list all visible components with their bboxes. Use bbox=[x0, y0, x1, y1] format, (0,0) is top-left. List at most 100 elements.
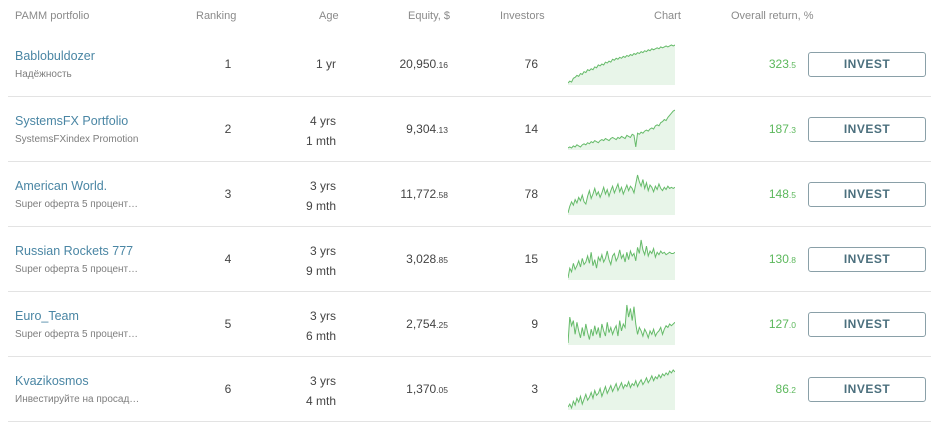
invest-button[interactable]: INVEST bbox=[808, 182, 926, 207]
return-decimal: .5 bbox=[788, 190, 796, 200]
portfolio-description: SystemsFXindex Promotion bbox=[15, 134, 139, 145]
age-line-2: 9 mth bbox=[305, 199, 336, 213]
portfolio-description: Super оферта 5 процентов в неделю bbox=[15, 199, 140, 210]
age-line-2: 1 mth bbox=[305, 134, 336, 148]
equity-decimal: .58 bbox=[436, 190, 448, 200]
equity-decimal: .85 bbox=[436, 255, 448, 265]
return-decimal: .3 bbox=[788, 125, 796, 135]
equity-integer: 11,772 bbox=[400, 187, 437, 201]
invest-button[interactable]: INVEST bbox=[808, 247, 926, 272]
age-line-2: 6 mth bbox=[305, 329, 336, 343]
sparkline-line bbox=[568, 109, 675, 149]
equity-decimal: .05 bbox=[436, 385, 448, 395]
table-row: Bablobuldozer Надёжность 1 1 yr 20,950.16 76 3… bbox=[8, 32, 931, 97]
sparkline-chart bbox=[568, 174, 675, 215]
invest-button[interactable]: INVEST bbox=[808, 117, 926, 142]
header-age[interactable]: Age bbox=[319, 10, 339, 22]
equity-value: 9,304.13 bbox=[406, 97, 448, 162]
return-integer: 86 bbox=[775, 382, 789, 396]
age-value: 4 yrs 1 mth bbox=[278, 111, 336, 151]
portfolio-description: Инвестируйте на просадках bbox=[15, 394, 140, 405]
sparkline-area bbox=[568, 370, 675, 410]
overall-return-value: 323.5 bbox=[769, 32, 796, 97]
portfolio-name-link[interactable]: Kvazikosmos bbox=[15, 374, 89, 388]
equity-value: 3,028.85 bbox=[406, 227, 448, 292]
sparkline-area bbox=[568, 240, 675, 280]
age-value: 3 yrs 4 mth bbox=[278, 371, 336, 411]
age-line-1: 3 yrs bbox=[309, 244, 336, 258]
sparkline-chart bbox=[568, 109, 675, 150]
sparkline-area bbox=[568, 175, 675, 215]
sparkline-chart bbox=[568, 369, 675, 410]
sparkline-area bbox=[568, 45, 675, 85]
equity-decimal: .13 bbox=[436, 125, 448, 135]
header-equity[interactable]: Equity, $ bbox=[408, 10, 450, 22]
sparkline-line bbox=[568, 239, 675, 279]
table-row: Euro_Team Super оферта 5 процентов в неде… bbox=[8, 292, 931, 357]
sparkline-line bbox=[568, 369, 675, 410]
table-row: Kvazikosmos Инвестируйте на просадках 6 3 y… bbox=[8, 357, 931, 422]
header-chart: Chart bbox=[654, 10, 681, 22]
portfolio-description: Super оферта 5 процентов в неделю bbox=[15, 264, 140, 275]
age-line-1: 4 yrs bbox=[309, 114, 336, 128]
invest-button[interactable]: INVEST bbox=[808, 312, 926, 337]
investors-count: 9 bbox=[531, 317, 538, 331]
invest-button[interactable]: INVEST bbox=[808, 52, 926, 77]
sparkline-chart bbox=[568, 239, 675, 280]
return-integer: 187 bbox=[768, 122, 789, 136]
header-overall-return[interactable]: Overall return, % bbox=[731, 10, 814, 22]
sparkline-area bbox=[568, 110, 675, 150]
equity-integer: 1,370 bbox=[406, 382, 437, 396]
sparkline-area bbox=[568, 305, 675, 345]
equity-integer: 2,754 bbox=[406, 317, 437, 331]
portfolio-table: Bablobuldozer Надёжность 1 1 yr 20,950.16 76 3… bbox=[8, 32, 931, 422]
header-ranking[interactable]: Ranking bbox=[196, 10, 237, 22]
investors-count: 3 bbox=[531, 382, 538, 396]
return-integer: 127 bbox=[768, 317, 789, 331]
investors-count: 15 bbox=[524, 252, 538, 266]
sparkline-line bbox=[568, 174, 675, 214]
return-decimal: .8 bbox=[788, 255, 796, 265]
ranking-value: 6 bbox=[224, 382, 232, 396]
portfolio-name-link[interactable]: American World. bbox=[15, 179, 108, 193]
age-value: 1 yr bbox=[278, 32, 336, 97]
ranking-value: 5 bbox=[224, 317, 232, 331]
portfolio-name-link[interactable]: SystemsFX Portfolio bbox=[15, 114, 129, 128]
investors-count: 76 bbox=[524, 57, 538, 71]
portfolio-description: Super оферта 5 процентов в неделю bbox=[15, 329, 140, 340]
return-decimal: .2 bbox=[788, 385, 796, 395]
portfolio-name-link[interactable]: Bablobuldozer bbox=[15, 49, 95, 63]
portfolio-name-link[interactable]: Russian Rockets 777 bbox=[15, 244, 134, 258]
table-header: PAMM portfolio Ranking Age Equity, $ Inv… bbox=[0, 0, 943, 32]
return-integer: 323 bbox=[768, 57, 789, 71]
investors-count: 14 bbox=[524, 122, 538, 136]
overall-return-value: 148.5 bbox=[769, 162, 796, 227]
equity-decimal: .16 bbox=[436, 60, 448, 70]
age-line-1: 3 yrs bbox=[309, 309, 336, 323]
header-investors[interactable]: Investors bbox=[500, 10, 545, 22]
table-row: American World. Super оферта 5 процентов … bbox=[8, 162, 931, 227]
ranking-value: 4 bbox=[224, 252, 232, 266]
overall-return-value: 127.0 bbox=[769, 292, 796, 357]
age-line-1: 1 yr bbox=[315, 57, 336, 71]
equity-value: 2,754.25 bbox=[406, 292, 448, 357]
table-row: SystemsFX Portfolio SystemsFXindex Promot… bbox=[8, 97, 931, 162]
sparkline-line bbox=[568, 44, 675, 84]
age-line-1: 3 yrs bbox=[309, 374, 336, 388]
header-pamm-portfolio: PAMM portfolio bbox=[15, 10, 90, 22]
equity-decimal: .25 bbox=[436, 320, 448, 330]
return-integer: 130 bbox=[768, 252, 789, 266]
equity-integer: 3,028 bbox=[406, 252, 437, 266]
return-decimal: .5 bbox=[788, 60, 796, 70]
invest-button[interactable]: INVEST bbox=[808, 377, 926, 402]
portfolio-description: Надёжность bbox=[15, 69, 72, 80]
overall-return-value: 86.2 bbox=[776, 357, 796, 422]
equity-integer: 20,950 bbox=[399, 57, 437, 71]
investors-count: 78 bbox=[524, 187, 538, 201]
portfolio-name-link[interactable]: Euro_Team bbox=[15, 309, 79, 323]
return-decimal: .0 bbox=[788, 320, 796, 330]
equity-integer: 9,304 bbox=[406, 122, 437, 136]
equity-value: 20,950.16 bbox=[399, 32, 448, 97]
age-value: 3 yrs 6 mth bbox=[278, 306, 336, 346]
overall-return-value: 187.3 bbox=[769, 97, 796, 162]
